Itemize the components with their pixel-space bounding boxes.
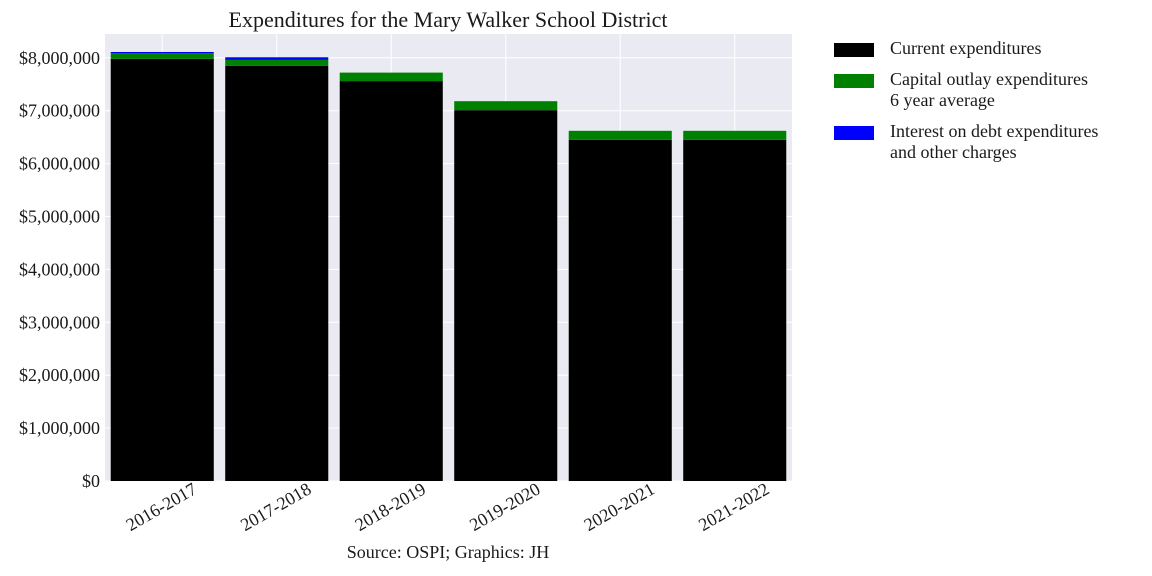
bar-segment-current [110,58,214,481]
x-tick-label: 2018-2019 [351,479,429,535]
x-tick-label: 2019-2020 [466,479,544,535]
legend-item: Interest on debt expenditures and other … [834,121,1098,163]
plot-background [105,34,792,481]
legend-label: Capital outlay expenditures 6 year avera… [890,69,1088,110]
source-caption: Source: OSPI; Graphics: JH [346,542,550,562]
legend-item: Capital outlay expenditures 6 year avera… [834,69,1098,111]
bar-segment-current [225,65,329,481]
bar-segment-capital-outlay [683,130,787,140]
bar-segment-current [568,139,672,481]
legend-item: Current expenditures [834,38,1098,59]
legend: Current expenditures Capital outlay expen… [834,38,1098,173]
y-tick-label: $4,000,000 [19,259,100,279]
bar-segment-capital-outlay [339,72,443,82]
y-tick-label: $5,000,000 [19,207,100,227]
x-tick-label: 2016-2017 [122,479,200,535]
y-tick-label: $3,000,000 [19,312,100,332]
bar-segment-current [683,139,787,481]
x-tick-label: 2020-2021 [580,479,658,535]
bar-segment-interest-on-debt [225,57,329,60]
legend-swatch [834,126,874,140]
y-tick-label: $1,000,000 [19,418,100,438]
y-tick-label: $6,000,000 [19,154,100,174]
y-tick-label: $7,000,000 [19,101,100,121]
x-tick-label: 2017-2018 [237,479,315,535]
plot-area: $0 $1,000,000 $2,000,000 $3,000,000 $4,000,0… [19,34,792,535]
legend-label: Interest on debt expenditures and other … [890,121,1099,162]
bar-segment-capital-outlay [110,53,214,59]
bar-segment-capital-outlay [225,59,329,66]
chart-title: Expenditures for the Mary Walker School … [229,7,668,32]
bar-segment-current [454,110,558,482]
y-tick-label: $8,000,000 [19,48,100,68]
x-tick-label: 2021-2022 [695,479,773,535]
y-tick-label: $2,000,000 [19,365,100,385]
bar-segment-current [339,81,443,481]
legend-swatch [834,74,874,88]
bar-segment-capital-outlay [454,101,558,111]
bar-segment-interest-on-debt [110,51,214,54]
legend-label: Current expenditures [890,38,1042,58]
y-tick-label: $0 [82,471,100,491]
legend-swatch [834,43,874,57]
bar-segment-capital-outlay [568,130,672,140]
